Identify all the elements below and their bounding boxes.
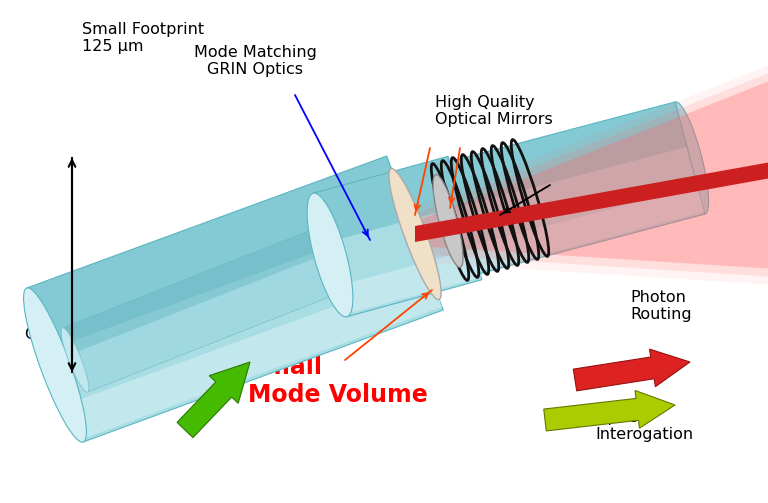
Text: High Quality
Optical Mirrors: High Quality Optical Mirrors xyxy=(435,95,553,127)
Ellipse shape xyxy=(433,175,463,267)
Text: Mode Matching
GRIN Optics: Mode Matching GRIN Optics xyxy=(194,45,316,77)
Polygon shape xyxy=(415,155,768,242)
Text: Open Access for
Control Lasers: Open Access for Control Lasers xyxy=(25,310,155,343)
FancyArrow shape xyxy=(573,349,690,391)
Polygon shape xyxy=(27,156,409,350)
Text: Photon
Routing: Photon Routing xyxy=(630,290,692,322)
Polygon shape xyxy=(313,156,482,317)
Ellipse shape xyxy=(671,102,709,214)
Polygon shape xyxy=(455,186,704,276)
Text: Small
Mode Volume: Small Mode Volume xyxy=(248,355,428,407)
Polygon shape xyxy=(415,49,768,287)
Polygon shape xyxy=(313,156,462,242)
Ellipse shape xyxy=(24,288,87,442)
Polygon shape xyxy=(69,272,442,439)
Polygon shape xyxy=(62,206,382,354)
Polygon shape xyxy=(62,206,398,392)
FancyArrow shape xyxy=(177,362,250,438)
Text: Optical
Interogation: Optical Interogation xyxy=(595,410,694,443)
Ellipse shape xyxy=(61,328,89,392)
Ellipse shape xyxy=(307,193,353,317)
Polygon shape xyxy=(27,156,443,442)
Text: Integrated
Electrodes: Integrated Electrodes xyxy=(578,170,662,202)
Polygon shape xyxy=(433,102,705,278)
Ellipse shape xyxy=(389,169,441,300)
Polygon shape xyxy=(339,249,482,314)
Text: Small Footprint
125 μm: Small Footprint 125 μm xyxy=(82,22,204,54)
Polygon shape xyxy=(433,102,687,211)
Polygon shape xyxy=(415,57,768,279)
FancyArrow shape xyxy=(544,390,675,431)
Polygon shape xyxy=(415,65,768,271)
